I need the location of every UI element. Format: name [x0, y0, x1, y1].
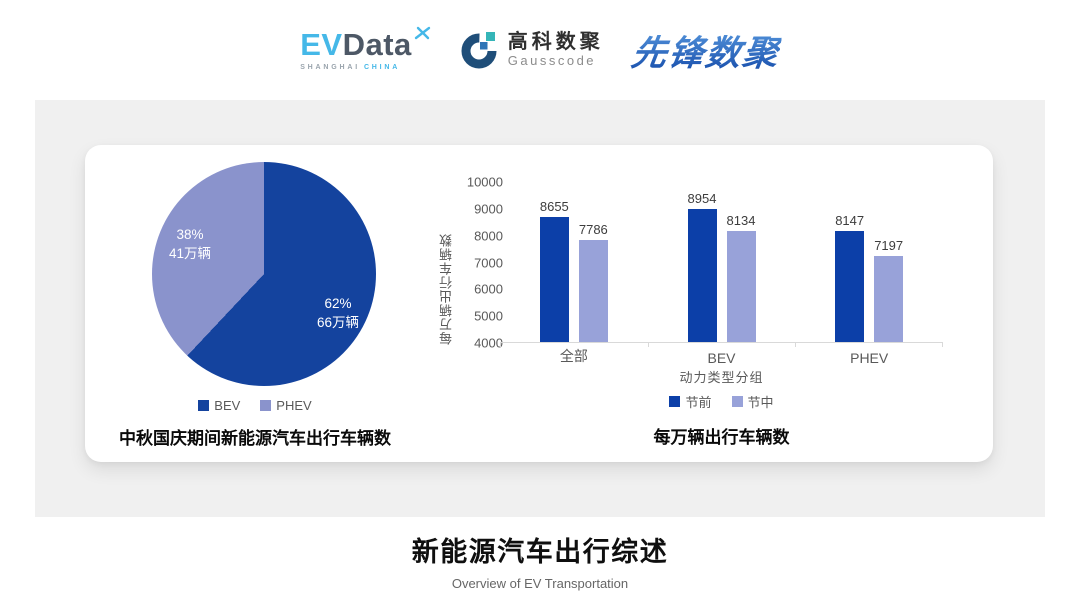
bar-category-label: BEV	[707, 350, 736, 366]
evdata-shanghai-label: SHANGHAI	[300, 64, 360, 71]
pie-chart: 38% 41万辆 62% 66万辆	[152, 162, 376, 386]
bar	[874, 256, 904, 342]
bar-value-label: 8655	[539, 199, 569, 215]
bar-value-label: 8147	[835, 212, 865, 228]
x-axis-tick	[500, 343, 501, 347]
legend-item: PHEV	[260, 398, 312, 413]
legend-label: 节中	[747, 395, 774, 410]
bev-percent-label: 62%	[324, 296, 352, 311]
evdata-logo: EV Data SHANGHAI CHINA	[300, 26, 431, 71]
bar-value-label: 8954	[687, 191, 717, 207]
bar-wrap: 8134	[726, 182, 756, 342]
legend-label: PHEV	[276, 398, 312, 413]
charts-card: 38% 41万辆 62% 66万辆 BEV PHEV 中秋国庆期间新能源汽车出行车…	[85, 145, 993, 462]
legend-item: 节中	[731, 392, 774, 411]
bar-value-label: 7786	[578, 222, 608, 238]
evdata-china-label: CHINA	[363, 64, 401, 71]
bar-group: 8954 8134 BEV	[648, 182, 796, 366]
bar-wrap: 8655	[539, 182, 569, 342]
evdata-logo-subtitle: SHANGHAI CHINA	[300, 64, 400, 71]
bar-group: 8147 7197 PHEV	[795, 182, 943, 366]
legend-swatch	[669, 396, 681, 407]
y-axis-ticks: 10000 9000 8000 7000 6000 5000 4000	[453, 175, 503, 351]
bar-category-label: PHEV	[850, 350, 889, 366]
legend-item: 节前	[669, 392, 712, 411]
header: EV Data SHANGHAI CHINA 高科数聚 Gausscode	[0, 20, 1080, 80]
gausscode-cn-label: 高科数聚	[507, 31, 604, 54]
y-axis-tick-label: 6000	[474, 281, 503, 297]
bar-chart-title: 每万辆出行车辆数	[653, 428, 790, 447]
pie-legend: BEV PHEV	[105, 398, 405, 413]
pioneer-logo-text: 先锋数聚	[628, 25, 783, 76]
legend-label: 节前	[685, 395, 712, 410]
bar-pair: 8954 8134	[687, 182, 756, 342]
bar-wrap: 8147	[835, 182, 865, 342]
bar-wrap: 7786	[578, 182, 608, 342]
bar	[726, 231, 756, 342]
bar-plot: 8655 7786 全部 8954 8134 BEV 8147 7197 PHEV	[500, 182, 943, 366]
bar-x-axis-label: 动力类型分组	[679, 370, 764, 385]
bar-pair: 8655 7786	[539, 182, 608, 342]
pie-slice-label-bev: 62% 66万辆	[300, 295, 376, 333]
phev-value-label: 41万辆	[168, 245, 212, 261]
bev-value-label: 66万辆	[316, 314, 360, 330]
y-axis-tick-label: 8000	[474, 228, 503, 244]
bar	[578, 240, 608, 342]
bar-value-label: 8134	[726, 213, 756, 229]
bar-category-label: 全部	[559, 348, 588, 364]
gausscode-text: 高科数聚 Gausscode	[508, 31, 604, 69]
gausscode-icon	[461, 32, 497, 69]
pioneer-logo: 先锋数聚	[629, 25, 782, 76]
evdata-logo-text: EV Data	[300, 26, 431, 62]
bar	[835, 230, 865, 342]
page-title: 新能源汽车出行综述	[411, 537, 669, 567]
bar-legend: 节前 节中	[500, 392, 943, 411]
evdata-logo-ev: EV	[300, 27, 343, 62]
y-axis-tick-label: 4000	[474, 335, 503, 351]
footer: 新能源汽车出行综述 Overview of EV Transportation	[0, 530, 1080, 591]
bar-value-label: 7197	[874, 238, 904, 254]
evdata-logo-data: Data	[342, 27, 412, 62]
x-axis-tick	[942, 343, 943, 347]
pie-chart-title: 中秋国庆期间新能源汽车出行车辆数	[119, 429, 391, 448]
x-axis-tick	[647, 343, 649, 347]
bar	[687, 209, 717, 342]
legend-swatch	[731, 396, 743, 407]
legend-swatch	[198, 400, 210, 411]
x-axis-tick	[795, 343, 797, 347]
y-axis-tick-label: 7000	[474, 255, 503, 270]
bar-pair: 8147 7197	[835, 182, 904, 342]
page-subtitle: Overview of EV Transportation	[451, 576, 629, 591]
y-axis-tick-label: 5000	[474, 308, 503, 324]
bar-group: 8655 7786 全部	[500, 182, 648, 364]
bar-wrap: 7197	[874, 182, 904, 342]
bar-wrap: 8954	[687, 182, 717, 342]
evdata-x-icon	[414, 26, 430, 40]
phev-percent-label: 38%	[176, 227, 204, 242]
gausscode-logo: 高科数聚 Gausscode	[459, 30, 604, 70]
pie-slice-label-phev: 38% 41万辆	[154, 226, 226, 264]
y-axis-tick-label: 9000	[474, 201, 503, 217]
legend-label: BEV	[214, 398, 241, 413]
legend-swatch	[260, 400, 272, 411]
y-axis-tick-label: 10000	[466, 174, 503, 190]
bar	[539, 217, 569, 342]
legend-item: BEV	[198, 398, 240, 413]
gausscode-en-label: Gausscode	[507, 53, 597, 69]
